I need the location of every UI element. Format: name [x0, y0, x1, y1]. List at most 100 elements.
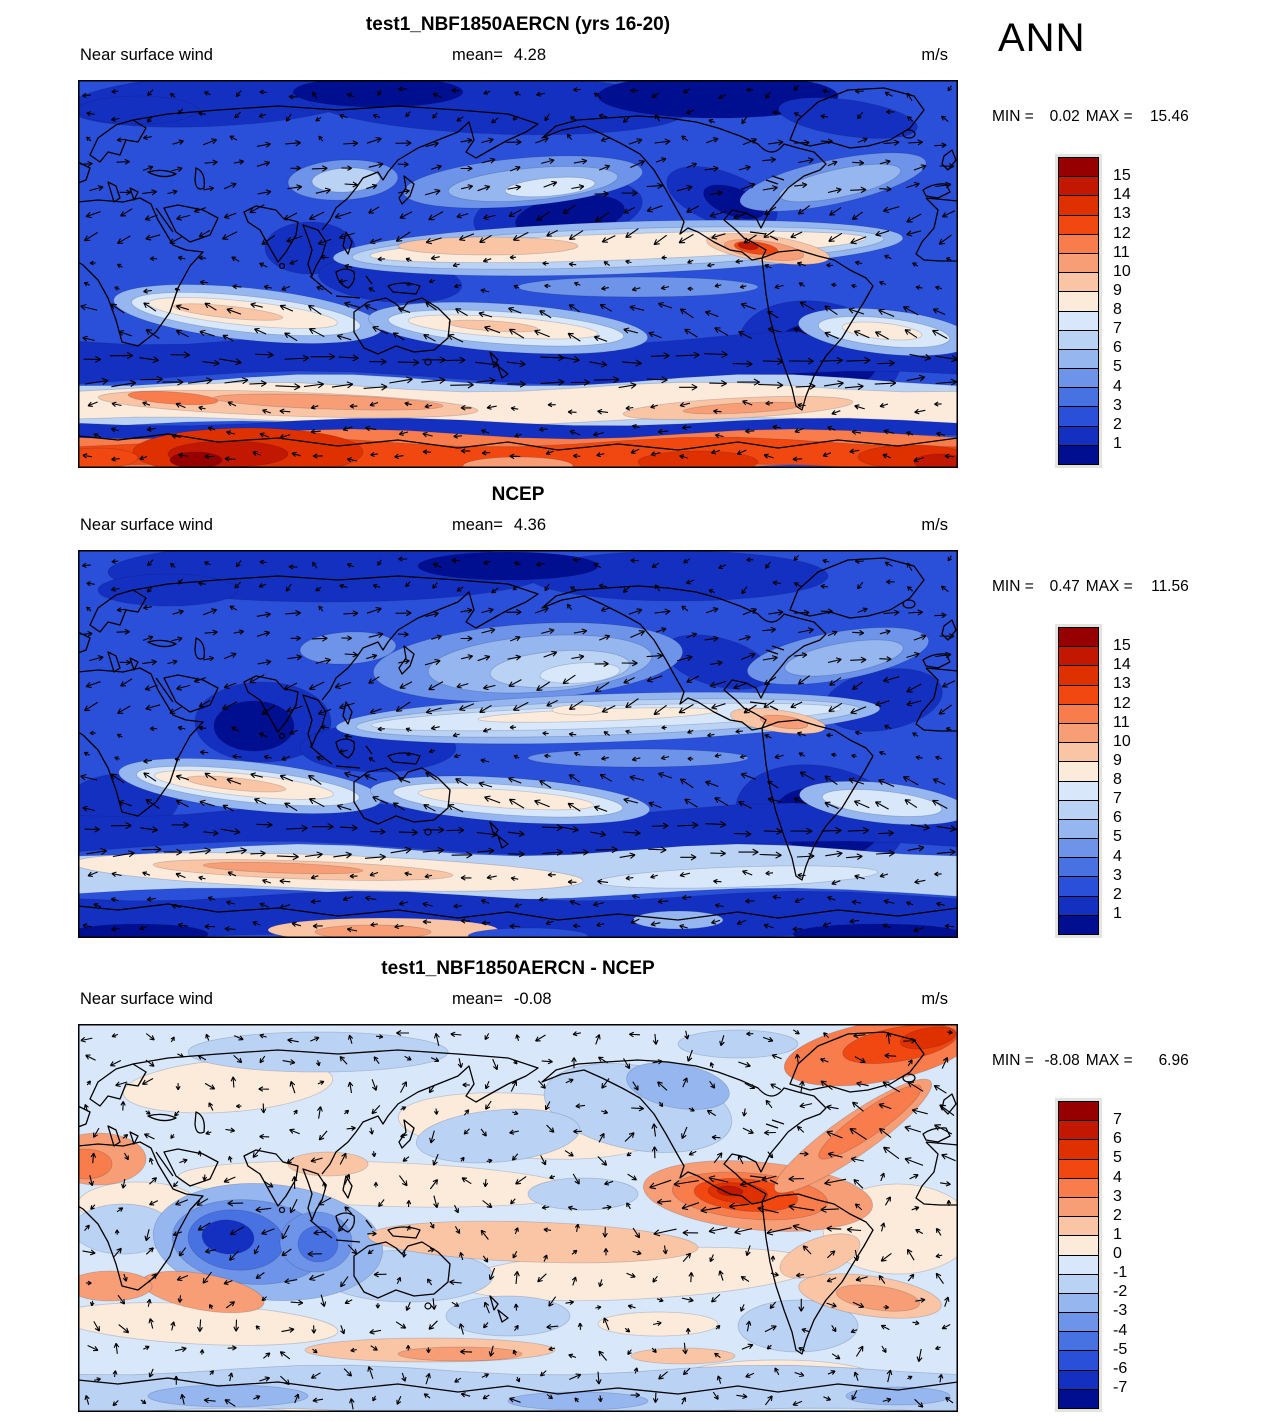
mean-readout: mean= 4.36	[452, 516, 546, 535]
colorbar-tick-label: -2	[1113, 1283, 1128, 1301]
coastline	[78, 87, 958, 451]
colorbar-cell	[1059, 647, 1098, 667]
colorbar-tick-label: 9	[1113, 281, 1122, 299]
colorbar-tick-label: 5	[1113, 828, 1122, 846]
mean-label: mean=	[452, 516, 503, 534]
panel-subheader-model: Near surface wind mean= 4.28 m/s	[78, 46, 958, 68]
colorbar-tick-label: 10	[1113, 732, 1131, 750]
colorbar-cell	[1059, 330, 1098, 350]
colorbar-tick-label: 12	[1113, 694, 1131, 712]
map-frame	[78, 550, 958, 938]
contour-field	[78, 1024, 958, 1412]
colorbar-cell	[1059, 215, 1098, 235]
colorbar-cell	[1059, 1236, 1098, 1256]
wind-vectors	[80, 84, 958, 463]
colorbar-diff	[1058, 1101, 1099, 1409]
field-label: Near surface wind	[80, 516, 213, 534]
colorbar-tick-label: 8	[1113, 301, 1122, 318]
contour-field	[78, 80, 958, 468]
colorbar-tick-label: 5	[1113, 358, 1122, 376]
colorbar-cell	[1059, 628, 1098, 648]
map-frame	[78, 80, 958, 468]
colorbar-cell	[1059, 839, 1098, 859]
colorbar-cell	[1059, 1121, 1098, 1141]
colorbar-tick-label: 13	[1113, 205, 1131, 223]
colorbar-tick-label: 0	[1113, 1245, 1122, 1262]
panel-title-ncep: NCEP	[491, 484, 545, 505]
colorbar-tick-label: 8	[1113, 771, 1122, 788]
min-value: 0.47	[1049, 578, 1080, 595]
colorbar-cell	[1059, 369, 1098, 389]
colorbar-tick-label: 5	[1113, 1149, 1122, 1167]
colorbar-tick-label: 1	[1113, 904, 1122, 922]
max-value: 11.56	[1151, 578, 1189, 595]
colorbar-cell	[1059, 1370, 1098, 1390]
map-model	[78, 80, 958, 468]
units-label: m/s	[921, 46, 948, 64]
season-label: ANN	[998, 16, 1086, 60]
colorbar-cell	[1059, 234, 1098, 254]
max-label: MAX =	[1085, 1052, 1133, 1069]
colorbar-tick-label: 15	[1113, 167, 1131, 185]
colorbar-cell	[1059, 177, 1098, 197]
colorbar-cell	[1059, 743, 1098, 763]
colorbar-cell	[1059, 781, 1098, 801]
field-label: Near surface wind	[80, 990, 213, 1008]
colorbar-tick-label: 6	[1113, 809, 1122, 827]
colorbar-tick-label: 2	[1113, 885, 1122, 903]
colorbar-tick-label: 14	[1113, 656, 1131, 674]
wind-vectors	[80, 554, 957, 933]
panel-subheader-ncep: Near surface wind mean= 4.36 m/s	[78, 516, 958, 538]
mean-readout: mean= -0.08	[452, 990, 552, 1009]
colorbar-tick-label: 7	[1113, 320, 1122, 338]
colorbar-cell	[1059, 1197, 1098, 1218]
colorbar-ticks-diff: 7 6 5 4 3 2 1 0 -1 -2 -3 -4 -5 -6 -7	[1113, 1101, 1173, 1407]
colorbar-cell	[1059, 445, 1098, 464]
colorbar-tick-label: 11	[1113, 243, 1130, 261]
map-ncep	[78, 550, 958, 938]
colorbar-cell	[1059, 196, 1098, 216]
colorbar-cell	[1059, 273, 1098, 293]
wind-vectors	[80, 1029, 956, 1410]
colorbar-tick-label: 3	[1113, 396, 1122, 414]
colorbar-tick-label: 10	[1113, 262, 1131, 280]
colorbar-ticks-ncep: 15 14 13 12 11 10 9 8 7 6 5 4 3 2 1	[1113, 627, 1173, 933]
colorbar-cell	[1059, 685, 1098, 705]
mean-readout: mean= 4.28	[452, 46, 546, 65]
colorbar-tick-label: 3	[1113, 1187, 1122, 1205]
colorbar-cell	[1059, 158, 1098, 178]
mean-label: mean=	[452, 46, 503, 64]
colorbar-cell	[1059, 1159, 1098, 1179]
colorbar-tick-label: 14	[1113, 186, 1131, 204]
field-label: Near surface wind	[80, 46, 213, 64]
colorbar-model	[1058, 157, 1099, 465]
min-label: MIN =	[992, 108, 1034, 125]
panel-title-model: test1_NBF1850AERCN (yrs 16-20)	[365, 14, 671, 35]
colorbar-cell	[1059, 1332, 1098, 1352]
colorbar-ticks-model: 15 14 13 12 11 10 9 8 7 6 5 4 3 2 1	[1113, 157, 1173, 463]
colorbar-cell	[1059, 1255, 1098, 1275]
mean-value: -0.08	[513, 990, 552, 1008]
mean-label: mean=	[452, 990, 503, 1008]
coastline	[78, 1031, 958, 1395]
colorbar-tick-label: -4	[1113, 1321, 1128, 1339]
colorbar-tick-label: -5	[1113, 1340, 1128, 1358]
colorbar-tick-label: 3	[1113, 866, 1122, 884]
units-label: m/s	[921, 516, 948, 534]
colorbar-cell	[1059, 666, 1098, 686]
colorbar-cell	[1059, 877, 1098, 897]
minmax-ncep: MIN = 0.47 MAX = 11.56	[992, 578, 1189, 596]
max-label: MAX =	[1085, 578, 1133, 595]
colorbar-tick-label: -1	[1113, 1264, 1128, 1282]
min-value: -8.08	[1044, 1052, 1080, 1069]
minmax-model: MIN = 0.02 MAX = 15.46	[992, 108, 1189, 126]
colorbar-tick-label: 4	[1113, 377, 1122, 395]
min-value: 0.02	[1049, 108, 1080, 125]
colorbar-cell	[1059, 1102, 1098, 1122]
colorbar-tick-label: 9	[1113, 751, 1122, 769]
colorbar-cell	[1059, 1389, 1098, 1408]
colorbar-tick-label: 11	[1113, 713, 1130, 731]
max-value: 15.46	[1149, 108, 1189, 125]
colorbar-cell	[1059, 1274, 1098, 1294]
